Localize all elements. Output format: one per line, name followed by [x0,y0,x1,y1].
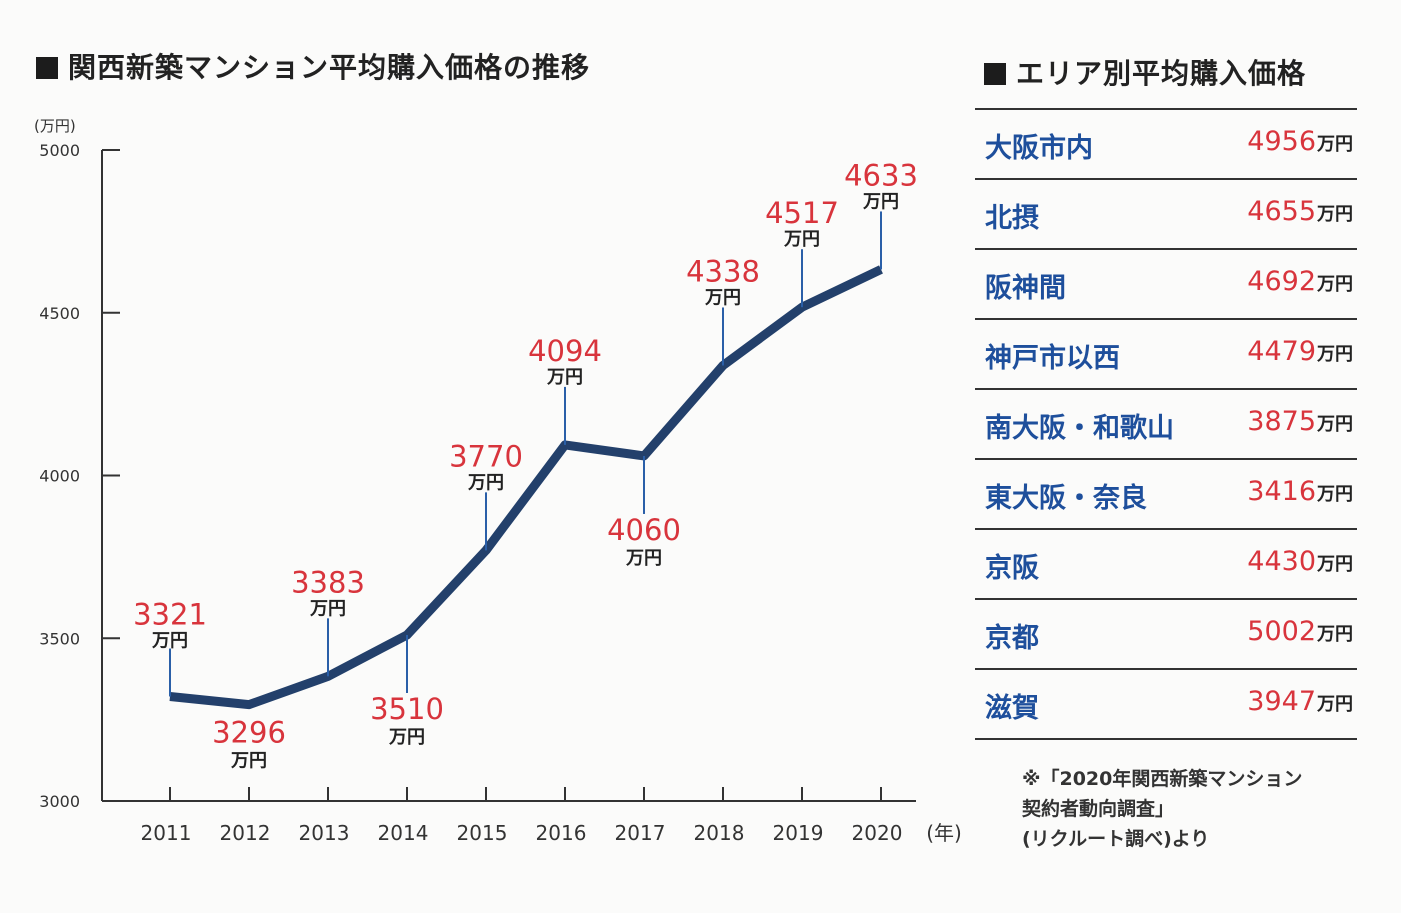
x-tick-label: 2020 [852,821,903,845]
chart-series [169,265,883,710]
area-price-value: 4655 [1247,196,1316,227]
area-price: 3416万円 [1247,476,1353,507]
source-note-line-3: (リクルート調べ)より [1022,828,1210,850]
area-name: 阪神間 [985,273,1066,304]
chart-title: 関西新築マンション平均購入価格の推移 [36,46,590,86]
area-name: 滋賀 [985,693,1039,724]
data-label-unit: 万円 [151,631,188,652]
area-price: 4956万円 [1247,126,1353,157]
data-label-value: 4517 [765,196,839,230]
y-tick-label: 4000 [39,467,80,486]
table-row: 神戸市以西 4479万円 [975,318,1357,388]
square-bullet-icon [36,57,58,79]
data-label-value: 3296 [212,716,286,750]
table-row: 北摂 4655万円 [975,178,1357,248]
area-price: 4430万円 [1247,546,1353,577]
x-tick-label: 2015 [457,821,508,845]
table-title: エリア別平均購入価格 [984,52,1306,92]
data-label-value: 3770 [449,439,523,473]
y-tick-label: 3000 [39,792,80,811]
area-price: 3875万円 [1247,406,1353,437]
chart-title-text: 関西新築マンション平均購入価格の推移 [68,51,591,84]
chart-value-labels: 3321万円3296万円3383万円3510万円3770万円4094万円4060… [133,158,918,771]
area-price: 3947万円 [1247,686,1353,717]
area-price-unit: 万円 [1317,344,1353,365]
y-axis-unit-label: (万円) [34,117,76,135]
x-tick-label: 2016 [536,821,587,845]
area-price-table: 大阪市内 4956万円 北摂 4655万円 阪神間 4692万円 神戸市以西 4479万円 南大… [975,108,1357,740]
x-axis-unit-label: (年) [926,821,962,845]
area-price-value: 4692 [1247,266,1316,297]
table-row: 東大阪・奈良 3416万円 [975,458,1357,528]
data-label-value: 4060 [607,513,681,547]
data-label-value: 4338 [686,254,760,288]
area-price-value: 3947 [1247,686,1316,717]
area-price-value: 5002 [1247,616,1316,647]
data-label-value: 3321 [133,598,207,632]
x-tick-label: 2011 [141,821,192,845]
x-tick-label: 2017 [615,821,666,845]
x-tick-label: 2018 [694,821,745,845]
data-label-unit: 万円 [467,472,504,493]
data-label-unit: 万円 [783,229,820,250]
data-label-value: 3383 [291,565,365,599]
data-label-value: 4633 [844,158,918,192]
area-price: 4479万円 [1247,336,1353,367]
table-row: 京阪 4430万円 [975,528,1357,598]
area-price: 4692万円 [1247,266,1353,297]
table-row: 大阪市内 4956万円 [975,108,1357,178]
table-row: 京都 5002万円 [975,598,1357,668]
area-price-unit: 万円 [1317,274,1353,295]
area-price-unit: 万円 [1317,554,1353,575]
area-name: 京阪 [985,553,1039,584]
data-label-unit: 万円 [862,191,899,212]
area-price-unit: 万円 [1317,414,1353,435]
data-label-unit: 万円 [230,751,267,772]
area-price-unit: 万円 [1317,694,1353,715]
data-label-unit: 万円 [388,727,425,748]
area-price-value: 4430 [1247,546,1316,577]
area-name: 東大阪・奈良 [985,483,1147,514]
table-row: 滋賀 3947万円 [975,668,1357,740]
source-note-line-1: ※「2020年関西新築マンション [1022,768,1303,790]
y-tick-label: 3500 [39,629,80,648]
chart-ticks: 3000 3500 4000 4500 5000 2011 2012 2013 2014 2015… [39,141,962,845]
price-trend-chart: (万円) 3000 3500 4000 4500 5000 2011 2012 2013 201… [34,117,962,845]
x-tick-label: 2014 [378,821,429,845]
area-price: 5002万円 [1247,616,1353,647]
square-bullet-icon [984,63,1006,85]
area-name: 京都 [985,623,1039,654]
area-price-unit: 万円 [1317,624,1353,645]
data-label-unit: 万円 [309,598,346,619]
data-label-unit: 万円 [546,367,583,388]
data-label-unit: 万円 [704,287,741,308]
area-name: 北摂 [985,203,1039,234]
area-name: 神戸市以西 [985,343,1120,374]
area-price-unit: 万円 [1317,484,1353,505]
area-price-value: 3875 [1247,406,1316,437]
area-price: 4655万円 [1247,196,1353,227]
area-name: 南大阪・和歌山 [985,413,1174,444]
x-tick-label: 2013 [299,821,350,845]
y-tick-label: 5000 [39,141,80,160]
data-label-unit: 万円 [625,548,662,569]
table-row: 阪神間 4692万円 [975,248,1357,318]
area-price-value: 3416 [1247,476,1316,507]
area-price-unit: 万円 [1317,204,1353,225]
area-name: 大阪市内 [985,133,1093,164]
x-tick-label: 2019 [773,821,824,845]
data-label-value: 4094 [528,334,602,368]
area-price-unit: 万円 [1317,134,1353,155]
source-note-line-2: 契約者動向調査」 [1022,798,1175,820]
source-note: ※「2020年関西新築マンション 契約者動向調査」 (リクルート調べ)より [1022,764,1362,854]
y-tick-label: 4500 [39,304,80,323]
series-line [169,265,883,710]
table-title-text: エリア別平均購入価格 [1016,57,1307,90]
x-tick-label: 2012 [220,821,271,845]
area-price-value: 4479 [1247,336,1316,367]
data-label-value: 3510 [370,692,444,726]
area-price-value: 4956 [1247,126,1316,157]
table-row: 南大阪・和歌山 3875万円 [975,388,1357,458]
